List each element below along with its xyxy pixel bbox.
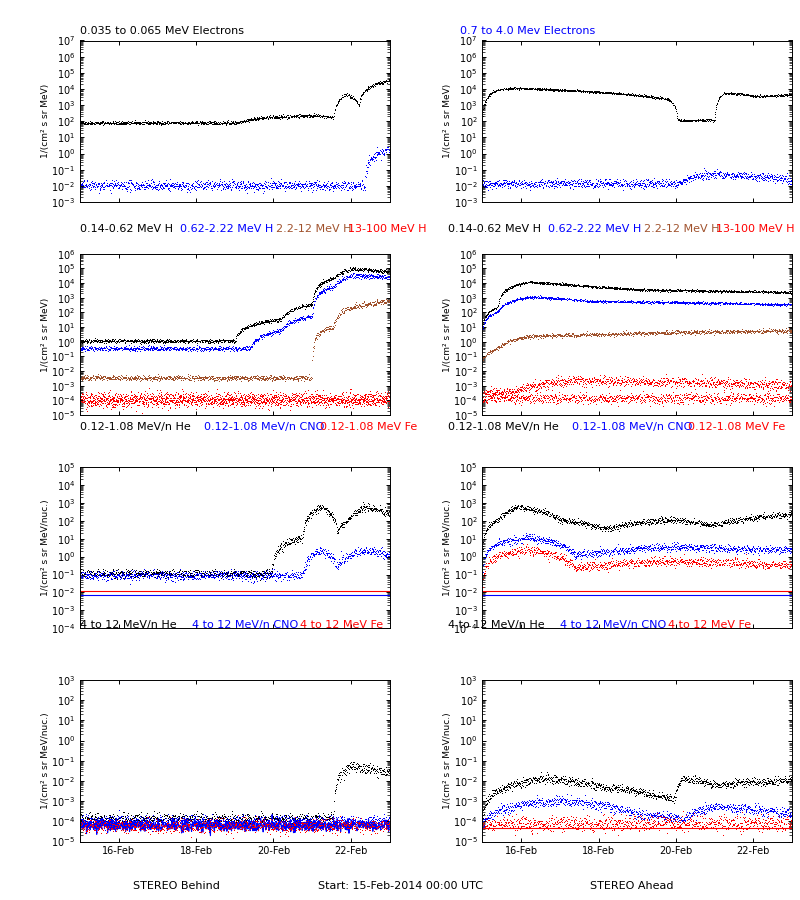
Y-axis label: 1/(cm² s sr MeV/nuc.): 1/(cm² s sr MeV/nuc.)	[41, 500, 50, 596]
Text: 0.12-1.08 MeV Fe: 0.12-1.08 MeV Fe	[688, 422, 786, 432]
Text: 4 to 12 MeV Fe: 4 to 12 MeV Fe	[668, 620, 751, 630]
Text: 0.14-0.62 MeV H: 0.14-0.62 MeV H	[448, 224, 541, 234]
Text: 4 to 12 MeV/n CNO: 4 to 12 MeV/n CNO	[560, 620, 666, 630]
Text: 0.62-2.22 MeV H: 0.62-2.22 MeV H	[180, 224, 274, 234]
Text: 0.7 to 4.0 Mev Electrons: 0.7 to 4.0 Mev Electrons	[460, 26, 595, 36]
Text: 0.12-1.08 MeV/n CNO: 0.12-1.08 MeV/n CNO	[572, 422, 692, 432]
Text: 4 to 12 MeV/n CNO: 4 to 12 MeV/n CNO	[192, 620, 298, 630]
Y-axis label: 1/(cm² s sr MeV): 1/(cm² s sr MeV)	[443, 297, 452, 372]
Y-axis label: 1/(cm² s sr MeV): 1/(cm² s sr MeV)	[41, 297, 50, 372]
Text: 0.62-2.22 MeV H: 0.62-2.22 MeV H	[548, 224, 642, 234]
Text: 0.12-1.08 MeV/n He: 0.12-1.08 MeV/n He	[448, 422, 558, 432]
Y-axis label: 1/(cm² s sr MeV/nuc.): 1/(cm² s sr MeV/nuc.)	[41, 713, 50, 809]
Y-axis label: 1/(cm² s sr MeV/nuc.): 1/(cm² s sr MeV/nuc.)	[443, 500, 452, 596]
Text: Start: 15-Feb-2014 00:00 UTC: Start: 15-Feb-2014 00:00 UTC	[318, 881, 482, 891]
Text: 0.14-0.62 MeV H: 0.14-0.62 MeV H	[80, 224, 173, 234]
Text: 4 to 12 MeV/n He: 4 to 12 MeV/n He	[80, 620, 177, 630]
Text: 13-100 MeV H: 13-100 MeV H	[716, 224, 794, 234]
Text: 2.2-12 MeV H: 2.2-12 MeV H	[276, 224, 351, 234]
Text: STEREO Behind: STEREO Behind	[133, 881, 219, 891]
Text: 0.035 to 0.065 MeV Electrons: 0.035 to 0.065 MeV Electrons	[80, 26, 244, 36]
Text: 4 to 12 MeV/n He: 4 to 12 MeV/n He	[448, 620, 545, 630]
Text: 4 to 12 MeV Fe: 4 to 12 MeV Fe	[300, 620, 383, 630]
Text: 0.12-1.08 MeV Fe: 0.12-1.08 MeV Fe	[320, 422, 418, 432]
Text: 13-100 MeV H: 13-100 MeV H	[348, 224, 426, 234]
Y-axis label: 1/(cm² s sr MeV): 1/(cm² s sr MeV)	[443, 84, 452, 158]
Text: 0.12-1.08 MeV/n CNO: 0.12-1.08 MeV/n CNO	[204, 422, 324, 432]
Y-axis label: 1/(cm² s sr MeV/nuc.): 1/(cm² s sr MeV/nuc.)	[443, 713, 452, 809]
Y-axis label: 1/(cm² s sr MeV): 1/(cm² s sr MeV)	[41, 84, 50, 158]
Text: 2.2-12 MeV H: 2.2-12 MeV H	[644, 224, 719, 234]
Text: STEREO Ahead: STEREO Ahead	[590, 881, 674, 891]
Text: 0.12-1.08 MeV/n He: 0.12-1.08 MeV/n He	[80, 422, 190, 432]
